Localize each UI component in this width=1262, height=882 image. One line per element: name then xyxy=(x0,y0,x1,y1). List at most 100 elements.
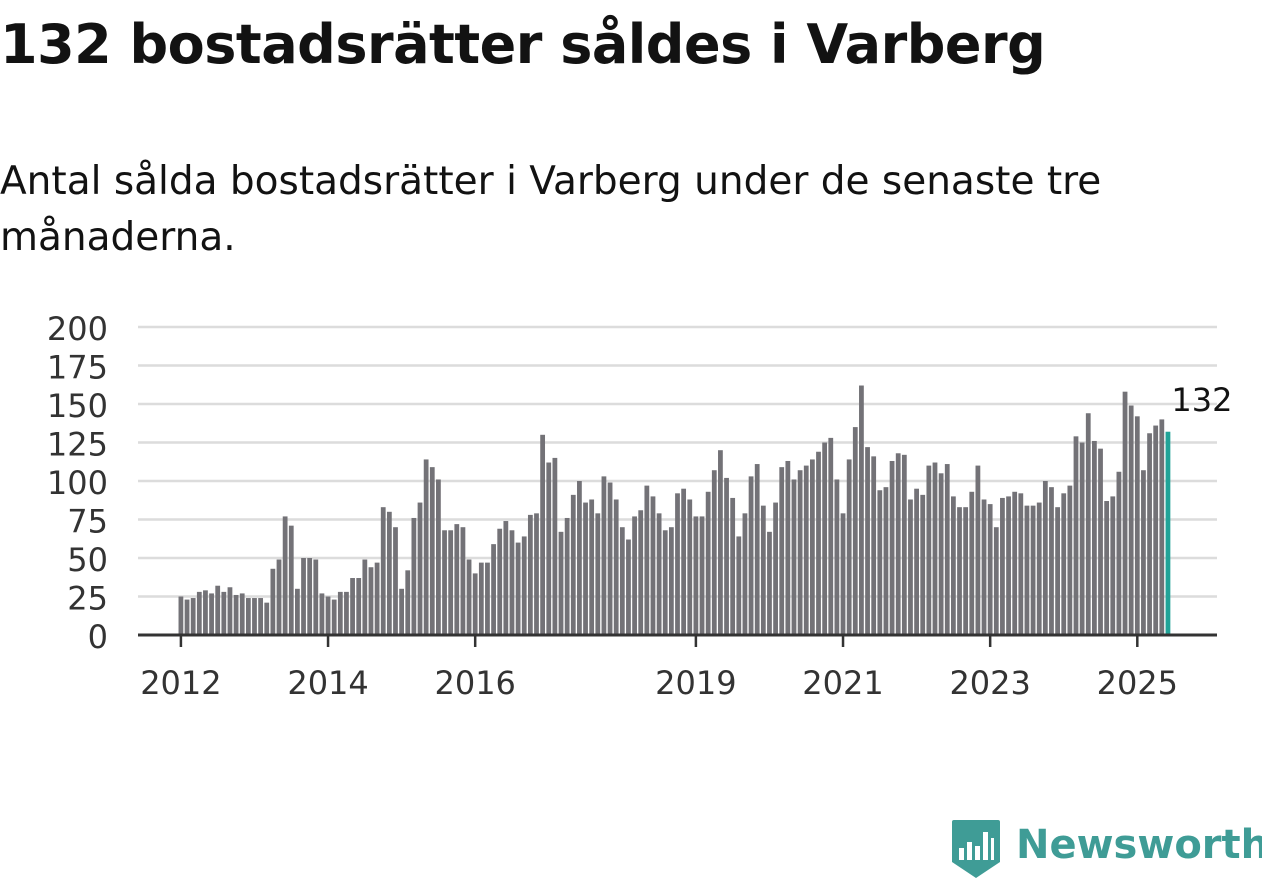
bar xyxy=(969,491,975,635)
highlight-value-label: 132 xyxy=(1171,381,1232,419)
bar xyxy=(760,505,766,635)
bar xyxy=(797,470,803,635)
bar xyxy=(1091,440,1097,635)
bar xyxy=(1012,491,1018,635)
x-tick-label-2021: 2021 xyxy=(802,664,883,702)
bar xyxy=(399,588,405,635)
bar xyxy=(656,513,662,635)
bar xyxy=(221,591,227,635)
bar xyxy=(632,516,637,635)
bar xyxy=(264,602,270,635)
bar xyxy=(601,476,607,635)
bar xyxy=(270,568,276,635)
bar xyxy=(871,456,877,635)
bar xyxy=(901,454,907,635)
bar xyxy=(852,427,858,635)
bar xyxy=(840,513,846,635)
bar xyxy=(662,530,668,635)
bar xyxy=(1061,493,1067,635)
bar xyxy=(454,524,460,635)
y-tick-label-125: 125 xyxy=(47,426,108,464)
bar xyxy=(1000,497,1005,635)
bar xyxy=(190,598,196,635)
bar xyxy=(711,470,717,635)
bar xyxy=(442,530,447,635)
bar xyxy=(619,527,625,635)
bar xyxy=(564,517,570,635)
x-tick-label-2025: 2025 xyxy=(1097,664,1178,702)
bar xyxy=(258,598,264,635)
bar xyxy=(350,578,355,635)
bar xyxy=(1067,485,1073,635)
bar xyxy=(460,527,466,635)
bar xyxy=(1104,501,1110,635)
bar xyxy=(693,516,699,635)
bar xyxy=(497,528,503,635)
brand-logo: Newsworthy xyxy=(950,818,1262,882)
bar-highlight xyxy=(1165,431,1171,635)
bar xyxy=(889,460,895,635)
bar xyxy=(816,451,821,635)
bar xyxy=(472,573,478,635)
bar xyxy=(908,499,913,635)
bar xyxy=(411,517,417,635)
bar xyxy=(993,527,999,635)
bar xyxy=(736,536,742,635)
bar xyxy=(1153,425,1159,635)
bar-chart-badge-icon xyxy=(952,820,1000,878)
x-tick-label-2019: 2019 xyxy=(655,664,736,702)
bar xyxy=(1122,391,1128,635)
bar xyxy=(178,596,184,635)
bar xyxy=(963,507,969,635)
y-tick-label-75: 75 xyxy=(67,503,108,541)
bar xyxy=(252,598,257,635)
bar xyxy=(1018,493,1024,635)
bar xyxy=(767,531,772,635)
x-tick-label-2023: 2023 xyxy=(949,664,1030,702)
bar xyxy=(429,467,435,635)
bar xyxy=(209,593,214,635)
bar xyxy=(478,562,484,635)
bar xyxy=(944,464,950,635)
bar xyxy=(295,588,300,635)
bar xyxy=(822,442,828,635)
bar xyxy=(1079,442,1085,635)
bar xyxy=(883,487,889,635)
bar xyxy=(423,459,429,635)
bar xyxy=(356,578,362,635)
bar xyxy=(1042,481,1048,635)
bar xyxy=(1030,505,1036,635)
y-tick-label-150: 150 xyxy=(47,387,108,425)
bar xyxy=(491,544,496,635)
chart-subtitle: Antal sålda bostadsrätter i Varberg unde… xyxy=(0,159,1102,260)
bar xyxy=(436,479,441,635)
bar xyxy=(515,542,521,635)
y-tick-label-50: 50 xyxy=(67,541,108,579)
bar xyxy=(724,477,729,635)
bar xyxy=(503,521,509,635)
bar xyxy=(828,437,834,635)
y-tick-label-0: 0 xyxy=(88,618,108,656)
bar xyxy=(325,596,331,635)
bar xyxy=(644,485,650,635)
brand-name: Newsworthy xyxy=(1016,822,1262,868)
bar xyxy=(577,481,582,635)
bar xyxy=(509,530,515,635)
bar xyxy=(748,476,754,635)
bar xyxy=(834,479,840,635)
bar xyxy=(987,504,993,635)
bar xyxy=(1055,507,1060,635)
bar xyxy=(184,599,190,635)
y-tick-label-200: 200 xyxy=(47,310,108,348)
bar xyxy=(668,527,674,635)
bar xyxy=(203,590,208,635)
bar xyxy=(583,502,588,635)
bar xyxy=(546,462,552,635)
bar xyxy=(417,502,423,635)
bar xyxy=(313,559,319,635)
bar xyxy=(638,510,644,635)
bar xyxy=(950,496,956,635)
bar xyxy=(368,567,374,635)
x-tick-label-2016: 2016 xyxy=(434,664,515,702)
